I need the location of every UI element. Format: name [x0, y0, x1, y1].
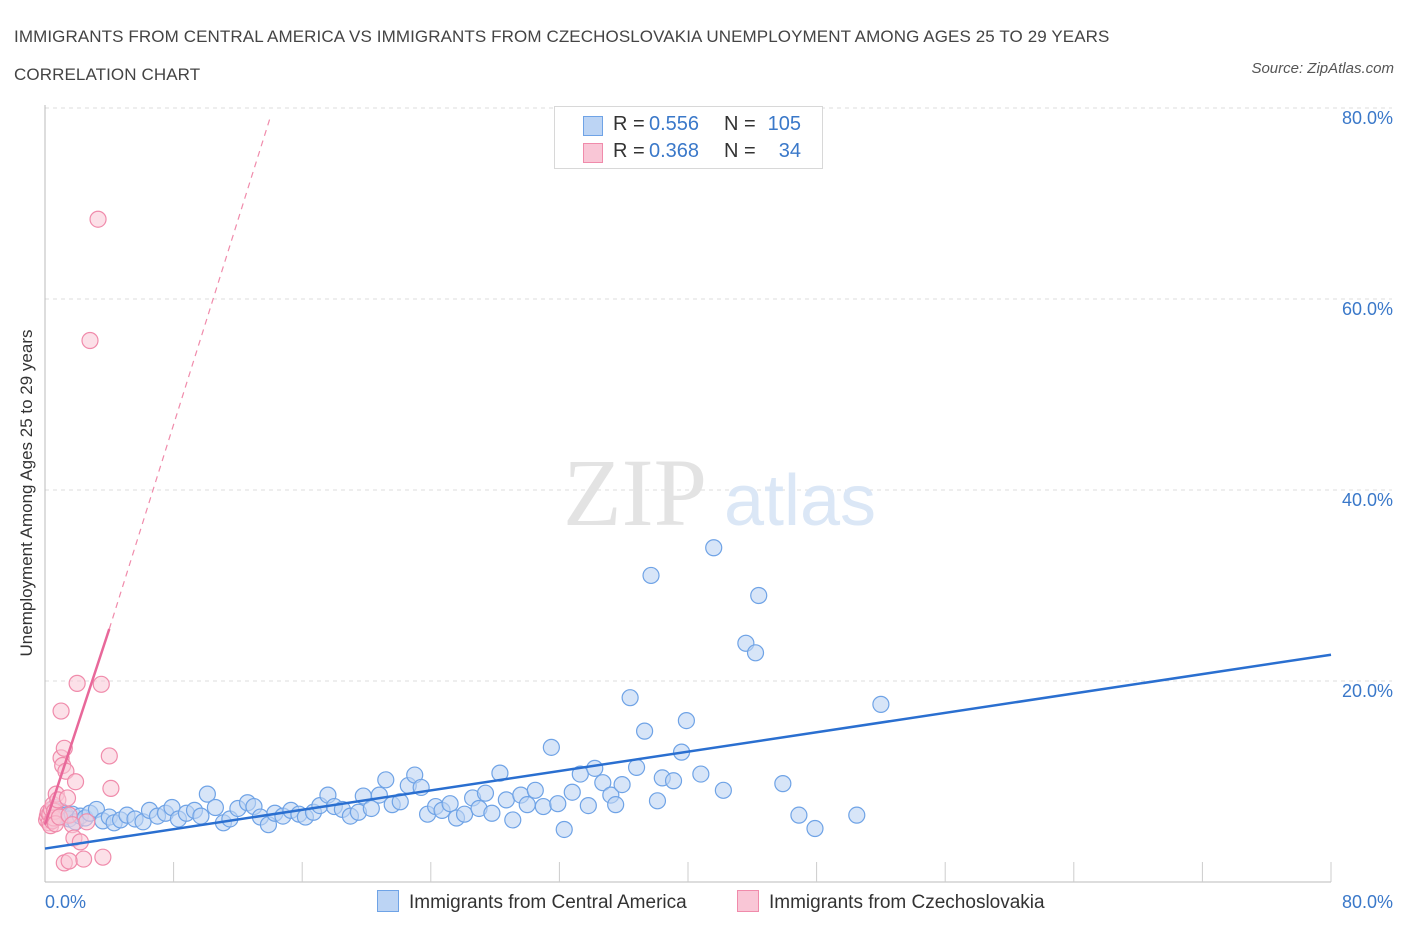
- point-czechoslovakia: [68, 674, 86, 692]
- point-central-america: [714, 781, 732, 799]
- stats-legend: R = 0.556 N = 105 R = 0.368 N = 34: [554, 106, 823, 169]
- point-central-america: [648, 792, 667, 810]
- y-tick-label: 60.0%: [1342, 299, 1393, 319]
- point-central-america: [563, 783, 581, 801]
- legend-label: Immigrants from Central America: [409, 892, 687, 913]
- point-central-america: [642, 566, 660, 585]
- point-central-america: [848, 806, 866, 824]
- point-central-america: [774, 775, 792, 793]
- watermark-zip: ZIP: [563, 439, 707, 546]
- legend-swatch-blue: [377, 890, 399, 912]
- r-value: 0.368: [649, 140, 700, 162]
- point-central-america: [441, 795, 459, 813]
- y-axis-label: Unemployment Among Ages 25 to 29 years: [17, 329, 36, 657]
- point-central-america: [542, 738, 560, 756]
- point-central-america: [635, 722, 654, 740]
- trend-extension-czechoslovakia: [108, 117, 271, 630]
- trend-lines: [43, 117, 1332, 850]
- swatch-pink: [583, 143, 603, 163]
- n-label: N =: [724, 140, 756, 162]
- point-central-america: [579, 796, 597, 815]
- axes: [44, 105, 1332, 883]
- y-tick-label: 40.0%: [1342, 490, 1393, 510]
- n-value: 34: [778, 140, 801, 162]
- point-czechoslovakia: [74, 850, 93, 868]
- point-central-america: [664, 772, 683, 790]
- legend-item-central-america: Immigrants from Central America: [377, 890, 687, 914]
- point-central-america: [627, 758, 646, 777]
- point-central-america: [549, 795, 567, 813]
- point-central-america: [555, 820, 573, 839]
- point-czechoslovakia: [92, 675, 110, 693]
- point-central-america: [806, 819, 824, 838]
- point-central-america: [571, 765, 589, 783]
- point-czechoslovakia: [102, 779, 120, 798]
- point-central-america: [476, 784, 495, 802]
- points: [38, 210, 890, 872]
- point-central-america: [377, 771, 395, 789]
- point-czechoslovakia: [66, 773, 85, 791]
- watermark-atlas: atlas: [724, 461, 876, 541]
- point-central-america: [621, 689, 639, 707]
- source-label: Source: ZipAtlas.com: [1251, 60, 1394, 77]
- n-value: 105: [767, 113, 801, 135]
- point-czechoslovakia: [52, 702, 70, 720]
- point-central-america: [750, 586, 768, 605]
- swatch-blue: [583, 116, 603, 136]
- trend-line-central-america: [44, 653, 1332, 850]
- chart-title: IMMIGRANTS FROM CENTRAL AMERICA VS IMMIG…: [14, 27, 1110, 84]
- trend-line-czechoslovakia: [43, 628, 111, 826]
- point-czechoslovakia: [58, 789, 77, 807]
- grid: [45, 107, 1392, 682]
- y-tick-label: 80.0%: [1342, 108, 1393, 128]
- point-central-america: [594, 774, 612, 792]
- point-central-america: [677, 712, 695, 730]
- point-central-america: [526, 781, 544, 799]
- point-central-america: [705, 539, 723, 557]
- legend-label: Immigrants from Czechoslovakia: [769, 892, 1045, 913]
- y-tick-label: 20.0%: [1342, 681, 1393, 701]
- x-tick-label: 0.0%: [45, 892, 86, 912]
- point-czechoslovakia: [78, 813, 96, 831]
- tick-labels: 20.0% 40.0% 60.0% 80.0% 0.0% 80.0%: [45, 108, 1393, 912]
- watermark: ZIP atlas: [563, 439, 876, 546]
- point-central-america: [692, 765, 710, 783]
- r-label: R =: [613, 113, 645, 135]
- point-central-america: [872, 695, 890, 713]
- point-central-america: [455, 805, 474, 823]
- point-central-america: [206, 798, 224, 817]
- point-czechoslovakia: [94, 848, 112, 866]
- point-central-america: [534, 797, 552, 816]
- n-label: N =: [724, 113, 756, 135]
- point-central-america: [746, 644, 765, 662]
- legend-item-czechoslovakia: Immigrants from Czechoslovakia: [737, 890, 1045, 914]
- point-central-america: [504, 811, 522, 829]
- point-central-america: [192, 807, 210, 825]
- point-czechoslovakia: [60, 852, 78, 870]
- point-czechoslovakia: [81, 331, 99, 350]
- point-central-america: [613, 775, 631, 794]
- point-central-america: [198, 785, 216, 803]
- point-central-america: [518, 796, 536, 814]
- point-czechoslovakia: [100, 747, 118, 765]
- r-label: R =: [613, 140, 645, 162]
- point-central-america: [483, 804, 501, 822]
- r-value: 0.556: [649, 113, 700, 135]
- point-central-america: [497, 791, 515, 809]
- x-tick-label: 80.0%: [1342, 892, 1393, 912]
- legend-swatch-pink: [737, 890, 759, 912]
- point-central-america: [586, 759, 604, 777]
- point-central-america: [607, 796, 625, 814]
- point-czechoslovakia: [89, 210, 107, 228]
- point-central-america: [790, 806, 808, 824]
